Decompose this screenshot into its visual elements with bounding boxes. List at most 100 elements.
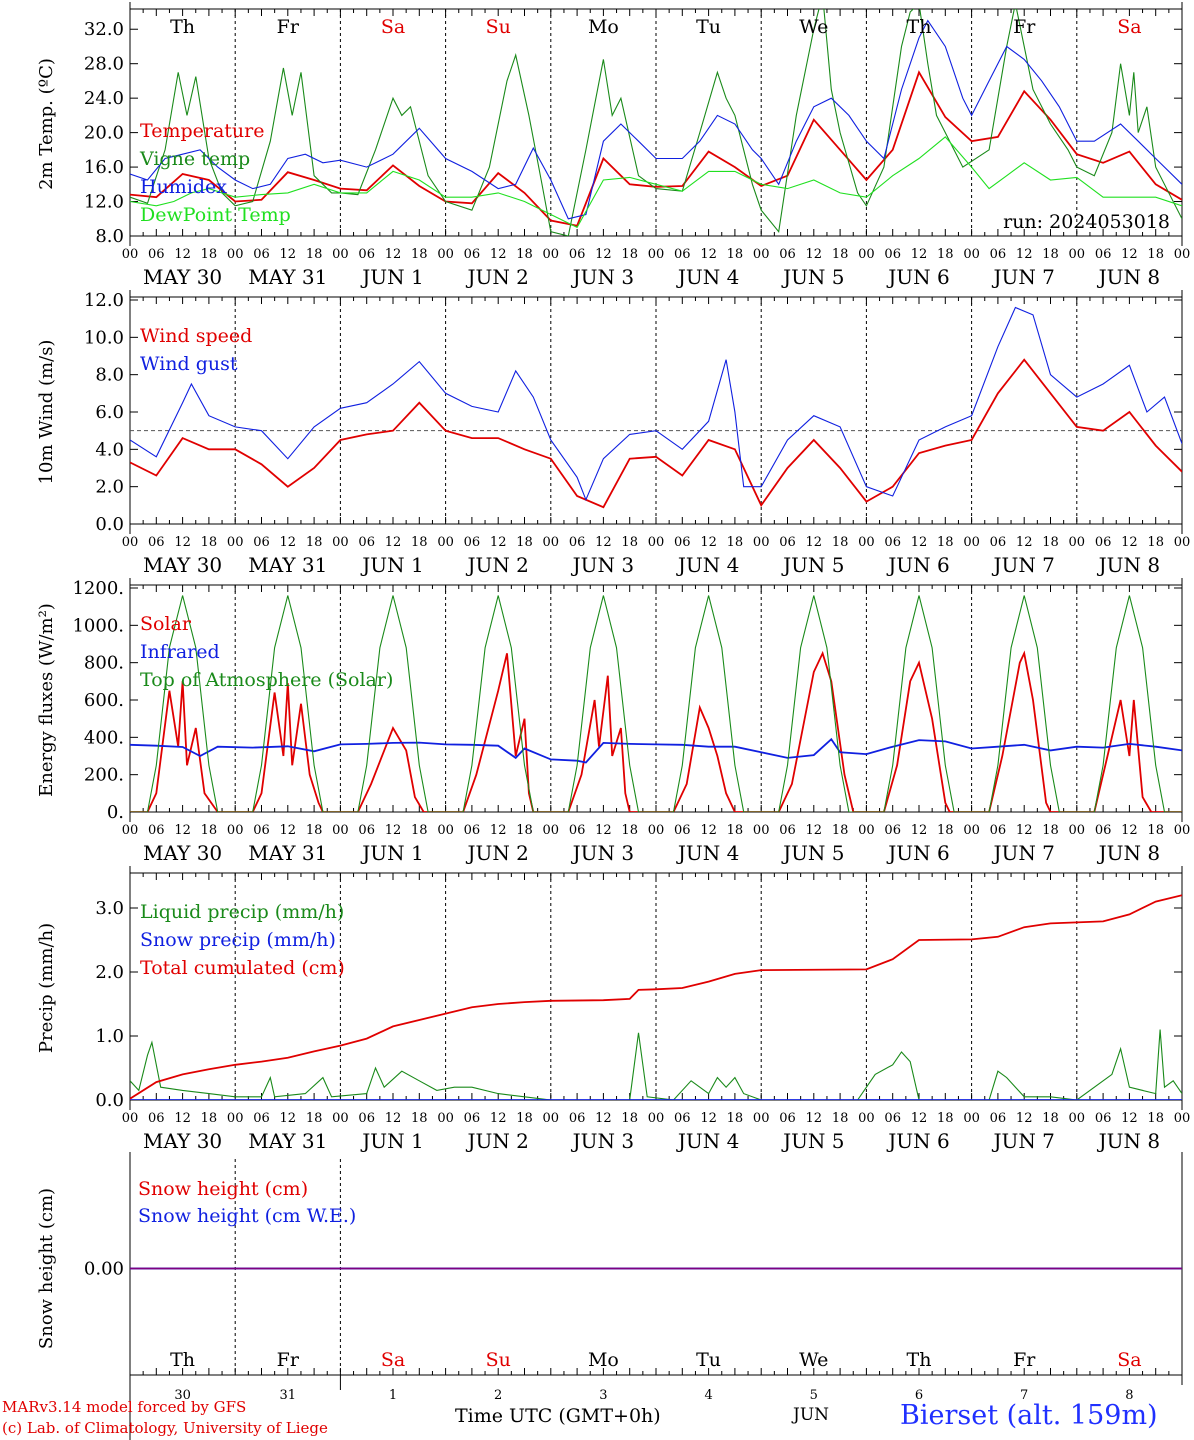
date-label: JUN 4: [676, 1129, 739, 1153]
series-line-wind-speed: [130, 358, 1182, 509]
weekday-label-bottom: Fr: [1013, 1349, 1036, 1371]
hour-tick-label: 18: [411, 247, 428, 262]
series-line-liquid-precip-mm-h-: [130, 1029, 1182, 1100]
date-label: JUN 3: [571, 265, 634, 289]
legend-snow-height-cm-w-e-: Snow height (cm W.E.): [138, 1205, 356, 1227]
series-line-top-of-atmosphere-solar-: [130, 595, 1182, 812]
y-axis-title: Energy fluxes (W/m²): [36, 603, 57, 797]
hour-tick-label: 18: [411, 535, 428, 550]
legend-wind-speed: Wind speed: [140, 325, 252, 347]
day-number-label: 4: [704, 1388, 712, 1403]
hour-tick-label: 06: [674, 535, 691, 550]
hour-tick-label: 12: [174, 823, 191, 838]
date-label: JUN 6: [886, 841, 949, 865]
weekday-label-bottom: Th: [170, 1349, 195, 1371]
date-label: JUN 3: [571, 553, 634, 577]
legend-dewpoint-temp: DewPoint Temp: [140, 204, 291, 226]
hour-tick-label: 12: [911, 247, 928, 262]
hour-tick-label: 06: [464, 823, 481, 838]
date-label: MAY 30: [143, 265, 222, 289]
hour-tick-label: 12: [911, 823, 928, 838]
day-number-label: 5: [810, 1388, 818, 1403]
day-number-label: 1: [389, 1388, 397, 1403]
hour-tick-label: 12: [595, 535, 612, 550]
lab-credit: (c) Lab. of Climatology, University of L…: [2, 1419, 328, 1437]
day-number-label: 8: [1125, 1388, 1133, 1403]
hour-tick-label: 00: [648, 823, 665, 838]
weekday-label-bottom: Tu: [696, 1349, 721, 1371]
y-tick-label: 1000.: [72, 615, 124, 636]
series-line-humidex: [130, 19, 1182, 220]
model-credit: MARv3.14 model forced by GFS: [2, 1398, 247, 1416]
run-annotation: run: 2024053018: [1003, 211, 1170, 233]
hour-tick-label: 18: [516, 535, 533, 550]
series-line-dewpoint-temp: [130, 136, 1182, 229]
date-label: JUN 6: [886, 553, 949, 577]
day-number-label: 30: [174, 1388, 191, 1403]
hour-tick-label: 00: [332, 823, 349, 838]
day-number-label: 31: [280, 1388, 297, 1403]
hour-tick-label: 18: [621, 247, 638, 262]
hour-tick-label: 18: [727, 1111, 744, 1126]
y-tick-label: 1200.: [72, 578, 124, 599]
date-label: JUN 8: [1097, 1129, 1160, 1153]
hour-tick-label: 06: [253, 247, 270, 262]
hour-tick-label: 06: [779, 823, 796, 838]
hour-tick-label: 06: [464, 247, 481, 262]
hour-tick-label: 06: [1095, 535, 1112, 550]
day-number-label: 6: [915, 1388, 923, 1403]
hour-tick-label: 12: [385, 823, 402, 838]
y-tick-label: 600.: [84, 690, 124, 711]
hour-tick-label: 18: [832, 247, 849, 262]
hour-tick-label: 06: [464, 535, 481, 550]
hour-tick-label: 12: [595, 823, 612, 838]
weekday-label-top: Fr: [1013, 16, 1036, 38]
legend-temperature: Temperature: [140, 120, 264, 142]
y-axis-title: Precip (mm/h): [36, 923, 57, 1053]
date-label: JUN 8: [1097, 553, 1160, 577]
hour-tick-label: 12: [700, 1111, 717, 1126]
y-tick-label: 28.0: [84, 54, 124, 75]
date-label: JUN 8: [1097, 265, 1160, 289]
hour-tick-label: 18: [621, 823, 638, 838]
series-line-temperature: [130, 70, 1182, 227]
date-label: JUN 7: [991, 1129, 1054, 1153]
date-label: JUN 6: [886, 1129, 949, 1153]
hour-tick-label: 12: [490, 535, 507, 550]
y-tick-label: 8.0: [95, 365, 124, 386]
y-tick-label: 8.0: [95, 226, 124, 247]
date-label: JUN 3: [571, 1129, 634, 1153]
y-tick-label: 0.00: [84, 1259, 124, 1280]
hour-tick-label: 12: [806, 247, 823, 262]
hour-tick-label: 00: [753, 535, 770, 550]
date-label: JUN 4: [676, 841, 739, 865]
hour-tick-label: 00: [858, 535, 875, 550]
weekday-label-bottom: Fr: [277, 1349, 300, 1371]
hour-tick-label: 12: [1121, 247, 1138, 262]
hour-tick-label: 18: [832, 1111, 849, 1126]
date-label: MAY 30: [143, 841, 222, 865]
weekday-label-top: Sa: [381, 16, 405, 38]
hour-tick-label: 00: [543, 1111, 560, 1126]
hour-tick-label: 06: [674, 247, 691, 262]
legend-snow-height-cm-: Snow height (cm): [138, 1178, 308, 1200]
hour-tick-label: 00: [963, 1111, 980, 1126]
y-tick-label: 4.0: [95, 439, 124, 460]
hour-tick-label: 00: [963, 823, 980, 838]
hour-tick-label: 06: [148, 823, 165, 838]
legend-wind-gust: Wind gust: [140, 353, 238, 375]
legend-solar: Solar: [140, 613, 192, 635]
hour-tick-label: 12: [700, 535, 717, 550]
hour-tick-label: 06: [674, 1111, 691, 1126]
y-tick-label: 12.0: [84, 290, 124, 311]
hour-tick-label: 12: [911, 535, 928, 550]
hour-tick-label: 12: [911, 1111, 928, 1126]
date-label: JUN 2: [465, 265, 528, 289]
hour-tick-label: 06: [569, 1111, 586, 1126]
series-line-wind-gust: [130, 306, 1182, 502]
hour-tick-label: 00: [122, 1111, 139, 1126]
hour-tick-label: 18: [1042, 247, 1059, 262]
month-label: JUN: [793, 1405, 830, 1425]
hour-tick-label: 18: [516, 1111, 533, 1126]
hour-tick-label: 06: [884, 247, 901, 262]
